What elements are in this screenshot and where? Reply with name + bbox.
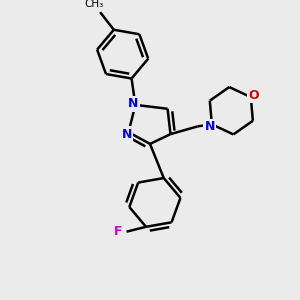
Text: O: O bbox=[248, 88, 259, 102]
Text: N: N bbox=[205, 120, 215, 133]
Text: N: N bbox=[128, 98, 139, 110]
Text: CH₃: CH₃ bbox=[85, 0, 104, 9]
Text: F: F bbox=[113, 225, 122, 238]
Text: N: N bbox=[122, 128, 132, 141]
